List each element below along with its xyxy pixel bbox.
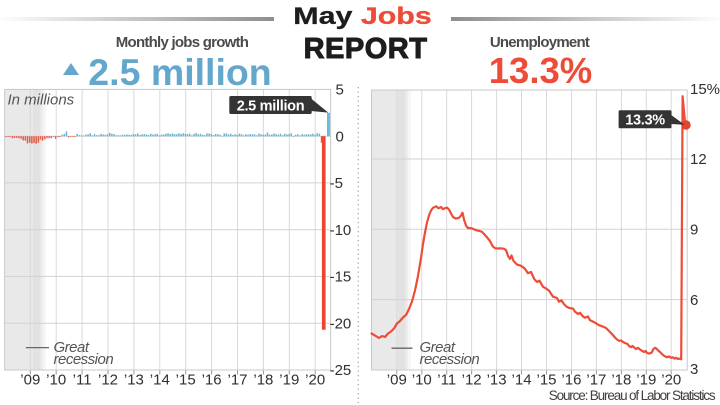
svg-text:’12: ’12 xyxy=(98,372,118,389)
svg-text:’11: ’11 xyxy=(437,372,456,389)
svg-text:9: 9 xyxy=(690,222,698,239)
svg-text:recession: recession xyxy=(54,351,114,368)
svg-text:’14: ’14 xyxy=(150,372,170,389)
svg-text:-15: -15 xyxy=(330,269,352,286)
svg-text:’09: ’09 xyxy=(20,372,40,389)
svg-text:’09: ’09 xyxy=(387,372,407,389)
svg-text:’15: ’15 xyxy=(176,372,196,389)
svg-text:-5: -5 xyxy=(330,175,343,192)
svg-text:’14: ’14 xyxy=(512,372,532,389)
svg-text:’20: ’20 xyxy=(661,372,681,389)
svg-text:In millions: In millions xyxy=(8,92,75,109)
svg-text:’18: ’18 xyxy=(611,372,631,389)
svg-text:12: 12 xyxy=(690,151,707,168)
svg-text:’13: ’13 xyxy=(487,372,507,389)
svg-text:-10: -10 xyxy=(330,222,352,239)
svg-text:-25: -25 xyxy=(330,362,352,379)
svg-text:2.5 million: 2.5 million xyxy=(237,98,305,114)
svg-text:3: 3 xyxy=(690,361,698,378)
svg-text:Great: Great xyxy=(420,339,456,356)
svg-text:’10: ’10 xyxy=(412,372,432,389)
svg-text:’19: ’19 xyxy=(279,372,299,389)
svg-text:5: 5 xyxy=(336,82,344,99)
svg-text:’16: ’16 xyxy=(202,372,222,389)
svg-text:6: 6 xyxy=(690,292,698,309)
svg-text:’17: ’17 xyxy=(586,372,606,389)
svg-text:’13: ’13 xyxy=(124,372,144,389)
svg-text:’15: ’15 xyxy=(536,372,556,389)
svg-text:’18: ’18 xyxy=(253,372,273,389)
svg-text:’16: ’16 xyxy=(561,372,581,389)
svg-text:13.3%: 13.3% xyxy=(625,113,665,129)
svg-text:-20: -20 xyxy=(330,315,352,332)
svg-text:’19: ’19 xyxy=(636,372,656,389)
svg-text:15%: 15% xyxy=(690,81,720,98)
svg-text:’20: ’20 xyxy=(305,372,325,389)
svg-text:recession: recession xyxy=(420,351,480,368)
svg-text:’10: ’10 xyxy=(46,372,66,389)
svg-text:’12: ’12 xyxy=(462,372,482,389)
svg-text:Great: Great xyxy=(54,339,90,356)
svg-text:’17: ’17 xyxy=(227,372,247,389)
svg-text:’11: ’11 xyxy=(73,372,92,389)
svg-text:0: 0 xyxy=(336,128,344,145)
